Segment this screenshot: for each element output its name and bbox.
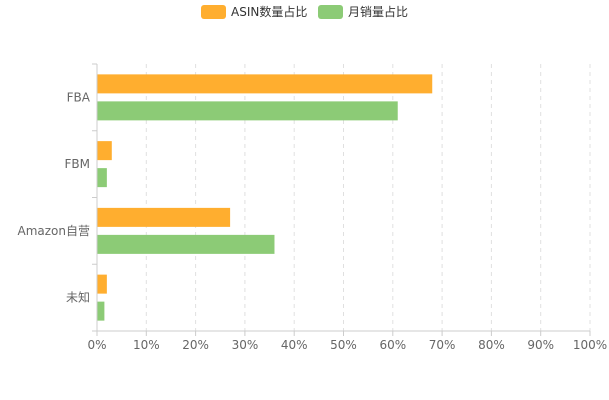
bar-asin-3[interactable] xyxy=(97,274,107,294)
x-tick-label: 30% xyxy=(232,338,259,352)
y-tick-label: 未知 xyxy=(66,291,90,305)
bar-asin-2[interactable] xyxy=(97,207,231,227)
bar-sales-0[interactable] xyxy=(97,101,398,121)
legend-swatch[interactable] xyxy=(201,5,226,19)
bars xyxy=(97,74,433,321)
x-tick-label: 10% xyxy=(133,338,160,352)
x-tick-label: 0% xyxy=(87,338,106,352)
legend-label[interactable]: ASIN数量占比 xyxy=(231,4,307,19)
x-tick-label: 20% xyxy=(182,338,209,352)
bar-sales-3[interactable] xyxy=(97,301,105,321)
x-tick-label: 50% xyxy=(330,338,357,352)
bar-asin-1[interactable] xyxy=(97,141,112,161)
x-tick-label: 60% xyxy=(379,338,406,352)
legend-label[interactable]: 月销量占比 xyxy=(348,4,408,19)
bar-sales-2[interactable] xyxy=(97,234,275,254)
x-tick-label: 80% xyxy=(478,338,505,352)
y-tick-label: FBA xyxy=(67,90,91,104)
x-tick-label: 40% xyxy=(281,338,308,352)
y-tick-label: FBM xyxy=(65,157,91,171)
legend-swatch[interactable] xyxy=(318,5,343,19)
legend: ASIN数量占比 月销量占比 xyxy=(201,4,408,19)
x-tick-label: 70% xyxy=(429,338,456,352)
y-tick-label: Amazon自营 xyxy=(18,224,91,238)
x-tick-label: 100% xyxy=(573,338,607,352)
x-axis-ticks: 0% 10% 20% 30% 40% 50% 60% 70% 80% 90% 100% xyxy=(87,331,607,352)
bar-sales-1[interactable] xyxy=(97,168,107,188)
bar-asin-0[interactable] xyxy=(97,74,433,94)
x-tick-label: 90% xyxy=(527,338,554,352)
